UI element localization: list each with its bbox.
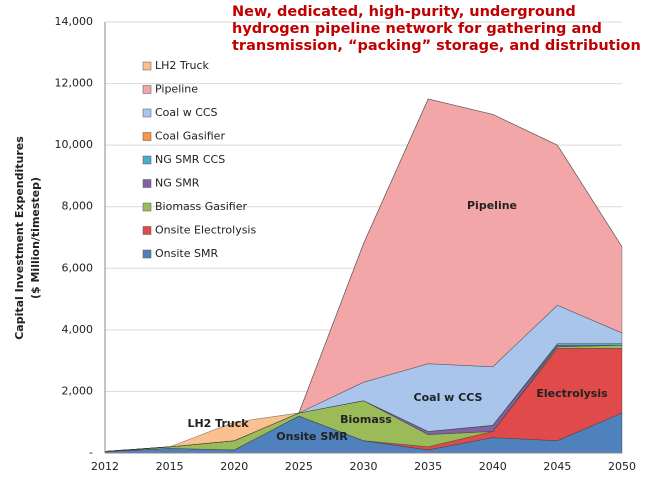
legend-swatch	[142, 202, 152, 212]
legend-swatch	[142, 85, 152, 94]
x-tick-label: 2020	[220, 460, 248, 473]
area-label: Biomass	[340, 413, 392, 426]
legend-label: LH2 Truck	[155, 59, 210, 72]
y-tick-label: 2,000	[62, 384, 94, 397]
x-tick-label: 2045	[543, 460, 571, 473]
area-label: LH2 Truck	[187, 417, 249, 430]
y-tick-label: 4,000	[62, 323, 94, 336]
y-axis-label: Capital Investment Expenditures	[13, 136, 26, 340]
x-tick-label: 2040	[479, 460, 507, 473]
area-label: Coal w CCS	[414, 391, 483, 404]
area-label: Pipeline	[467, 199, 517, 212]
legend-swatch	[142, 179, 152, 188]
legend-label: Coal Gasifier	[155, 130, 225, 143]
legend-swatch	[142, 226, 152, 235]
area-label: Electrolysis	[536, 387, 608, 400]
x-tick-label: 2050	[608, 460, 636, 473]
area-label: Onsite SMR	[276, 430, 348, 443]
legend-swatch	[142, 61, 152, 71]
x-tick-label: 2012	[91, 460, 119, 473]
legend-label: Onsite Electrolysis	[155, 224, 256, 237]
x-tick-label: 2030	[350, 460, 378, 473]
x-tick-label: 2015	[156, 460, 184, 473]
legend-label: NG SMR CCS	[155, 153, 225, 166]
y-tick-label: 12,000	[55, 77, 94, 90]
y-tick-label: -	[89, 446, 93, 459]
y-axis-label: ($ Million/timestep)	[29, 177, 42, 299]
legend-swatch	[142, 249, 152, 259]
legend-swatch	[142, 132, 152, 141]
x-tick-label: 2035	[414, 460, 442, 473]
y-tick-label: 10,000	[55, 138, 94, 151]
legend-label: Biomass Gasifier	[155, 200, 247, 213]
legend-label: NG SMR	[155, 177, 200, 190]
legend-label: Onsite SMR	[155, 247, 218, 260]
y-tick-label: 8,000	[62, 200, 94, 213]
y-tick-label: 6,000	[62, 261, 94, 274]
legend-label: Coal w CCS	[155, 106, 218, 119]
legend-label: Pipeline	[155, 83, 198, 96]
legend-swatch	[142, 155, 152, 165]
x-tick-label: 2025	[285, 460, 313, 473]
annotation: New, dedicated, high-purity, underground…	[232, 4, 641, 54]
legend-swatch	[142, 108, 152, 118]
y-tick-label: 14,000	[55, 15, 94, 28]
